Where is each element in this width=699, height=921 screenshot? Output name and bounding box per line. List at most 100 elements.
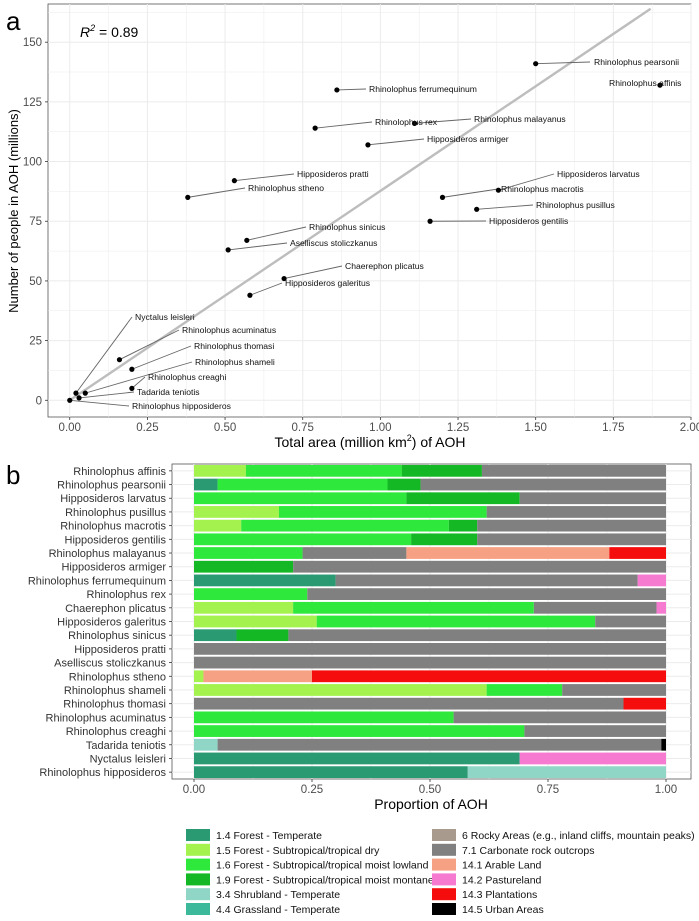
category-label: Rhinolophus creaghi — [66, 726, 166, 738]
x-tick-label: 1.50 — [524, 422, 546, 434]
bar-segment — [519, 492, 666, 505]
point-label: Rhinolophus hipposideros — [132, 401, 231, 411]
bar-segment — [194, 697, 624, 710]
category-label: Rhinolophus hipposideros — [39, 767, 166, 779]
category-label: Rhinolophus stheno — [69, 671, 166, 683]
bar-segment — [194, 574, 336, 587]
category-label: Rhinolophus ferrumequinum — [28, 575, 166, 587]
leader-line — [131, 345, 192, 370]
bar-segment — [562, 684, 666, 696]
leader-line — [336, 88, 367, 91]
bar-segment — [194, 478, 218, 491]
bar-segment — [217, 478, 388, 491]
x-tick-label: 1.25 — [447, 422, 469, 434]
point-label: Aselliscus stoliczkanus — [290, 238, 377, 248]
point-label: Rhinolophus sinicus — [309, 222, 385, 232]
bar-segment — [278, 506, 487, 518]
point-label: Hipposideros larvatus — [557, 169, 640, 179]
leader-line — [249, 282, 283, 296]
x-tick-label: 1.75 — [602, 422, 624, 434]
legend-swatch — [432, 858, 456, 871]
scatter-point — [247, 292, 253, 298]
bar-segment — [486, 506, 666, 518]
scatter-point — [427, 218, 433, 224]
x-tick-label: 0.00 — [59, 422, 81, 434]
leader-line — [119, 329, 180, 361]
scatter-point — [82, 390, 88, 396]
bar-segment — [406, 547, 610, 559]
leader-line — [234, 173, 295, 182]
bar-segment — [245, 464, 402, 477]
x-tick-label: 0.25 — [301, 784, 323, 796]
y-tick-label: 75 — [29, 216, 42, 228]
bar-segment — [236, 629, 289, 642]
category-label: Tadarida teniotis — [86, 740, 167, 752]
bar-segment — [302, 547, 407, 559]
point-label: Rhinolophus acuminatus — [182, 325, 276, 335]
legend-swatch — [186, 829, 210, 841]
bar-segment — [194, 615, 317, 628]
category-label: Rhinolophus thomasi — [63, 699, 166, 711]
bar-segment — [217, 738, 662, 751]
bar-segment — [293, 560, 666, 573]
leader-line — [414, 118, 472, 124]
bar-segment — [609, 547, 666, 559]
scatter-point — [474, 206, 480, 212]
r2-annotation: R2 = 0.89 — [80, 23, 139, 40]
category-label: Rhinolophus pusillus — [65, 507, 166, 519]
point-label: Rhinolophus ferrumequinum — [369, 84, 477, 94]
bar-segment — [453, 711, 666, 724]
scatter-point — [129, 366, 135, 372]
x-tick-label: 0.75 — [537, 784, 559, 796]
scatter-point — [225, 247, 231, 253]
point-label: Rhinolophus pusillus — [536, 200, 615, 210]
y-tick-label: 0 — [36, 395, 42, 407]
scatter-point — [76, 395, 82, 401]
category-label: Aselliscus stoliczkanus — [54, 658, 166, 670]
category-label: Hipposideros pratti — [74, 644, 166, 656]
bar-segment — [194, 533, 412, 546]
category-label: Rhinolophus macrotis — [60, 521, 166, 533]
x-tick-label: 2.00 — [680, 422, 699, 434]
category-label: Rhinolophus pearsonii — [57, 480, 166, 492]
leader-line — [246, 226, 307, 241]
category-label: Rhinolophus acuminatus — [46, 712, 167, 724]
x-tick-label: 0.50 — [214, 422, 236, 434]
bar-segment — [307, 588, 666, 600]
legend-label: 1.6 Forest - Subtropical/tropical moist … — [216, 860, 429, 872]
legend-label: 14.5 Urban Areas — [462, 904, 544, 916]
legend-swatch — [432, 888, 456, 901]
bar-segment — [448, 519, 478, 532]
bar-segment — [241, 519, 449, 532]
bar-segment — [194, 464, 246, 477]
scatter-point — [533, 61, 539, 67]
leader-line — [498, 173, 555, 191]
point-label: Hipposideros armiger — [427, 134, 509, 144]
legend-swatch — [432, 829, 456, 841]
point-label: Nyctalus leisleri — [135, 312, 195, 322]
scatter-point — [495, 187, 502, 193]
point-label: Hipposideros galeritus — [285, 278, 370, 288]
scatter-point — [129, 385, 135, 391]
bar-segment — [194, 560, 294, 573]
bar-segment — [194, 711, 454, 724]
bar-segment — [194, 643, 666, 655]
point-label: Rhinolophus pearsonii — [594, 57, 679, 67]
leader-line — [228, 242, 288, 251]
point-label: Rhinolophus creaghi — [148, 372, 226, 382]
leader-line — [367, 138, 425, 146]
bar-x-tick-labels: 0.00 0.25 0.50 0.75 1.00 — [183, 784, 677, 796]
point-labels: Rhinolophus pearsonii Rhinolophus affinis… — [132, 57, 681, 411]
bar-segment — [194, 656, 666, 669]
bar-segment — [519, 752, 666, 765]
bar-segment — [194, 766, 468, 779]
point-label: Hipposideros gentilis — [489, 216, 568, 226]
leader-line — [315, 121, 373, 129]
bar-segment — [194, 519, 242, 532]
bar-segment — [194, 738, 218, 751]
bar-segment — [203, 670, 312, 683]
bar-segment — [411, 533, 478, 546]
legend-swatch — [432, 903, 456, 915]
leader-line — [535, 61, 591, 65]
